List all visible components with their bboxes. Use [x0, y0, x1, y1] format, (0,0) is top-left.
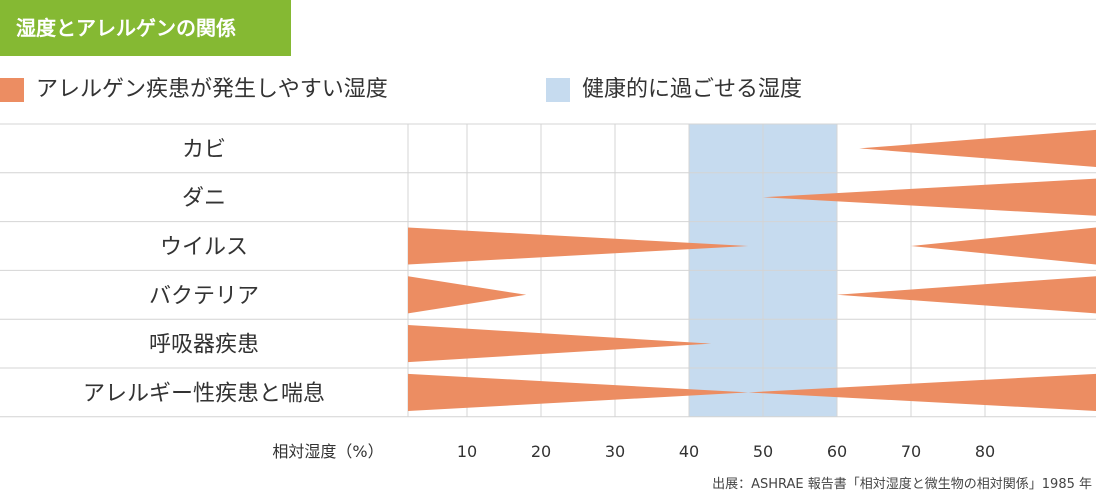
x-tick-label: 50 [753, 442, 773, 461]
risk-wedge-5-1 [408, 325, 712, 363]
x-tick-label: 80 [975, 442, 995, 461]
category-label: カビ [182, 137, 226, 162]
risk-wedge-3-1 [408, 227, 749, 265]
risk-wedge-3-2 [911, 227, 1096, 265]
x-tick-label: 30 [605, 442, 625, 461]
x-tick-label: 40 [679, 442, 699, 461]
category-label: バクテリア [149, 284, 259, 309]
x-tick-label: 70 [901, 442, 921, 461]
risk-wedge-6-2 [748, 373, 1096, 411]
category-label: 呼吸器疾患 [149, 333, 259, 358]
x-axis-title: 相対湿度（%） [272, 442, 383, 461]
risk-wedge-2-1 [763, 178, 1096, 216]
healthy-swatch [546, 78, 570, 102]
legend-label-risk: アレルゲン疾患が発生しやすい湿度 [36, 77, 388, 102]
category-label: アレルギー性疾患と喘息 [83, 381, 325, 406]
risk-swatch [0, 78, 24, 102]
risk-wedge-4-2 [837, 276, 1096, 314]
risk-wedge-1-1 [859, 129, 1096, 167]
category-label: ウイルス [160, 235, 248, 260]
category-label: ダニ [182, 186, 226, 211]
x-tick-label: 10 [457, 442, 477, 461]
risk-wedge-4-1 [408, 276, 527, 314]
x-tick-label: 60 [827, 442, 847, 461]
risk-wedge-6-1 [408, 373, 749, 411]
x-tick-label: 20 [531, 442, 551, 461]
source-note: 出展：ASHRAE 報告書「相対湿度と微生物の相対関係」1985 年 [712, 477, 1092, 492]
chart-title-badge: 湿度とアレルゲンの関係 [0, 0, 291, 56]
legend-label-healthy: 健康的に過ごせる湿度 [582, 77, 803, 102]
